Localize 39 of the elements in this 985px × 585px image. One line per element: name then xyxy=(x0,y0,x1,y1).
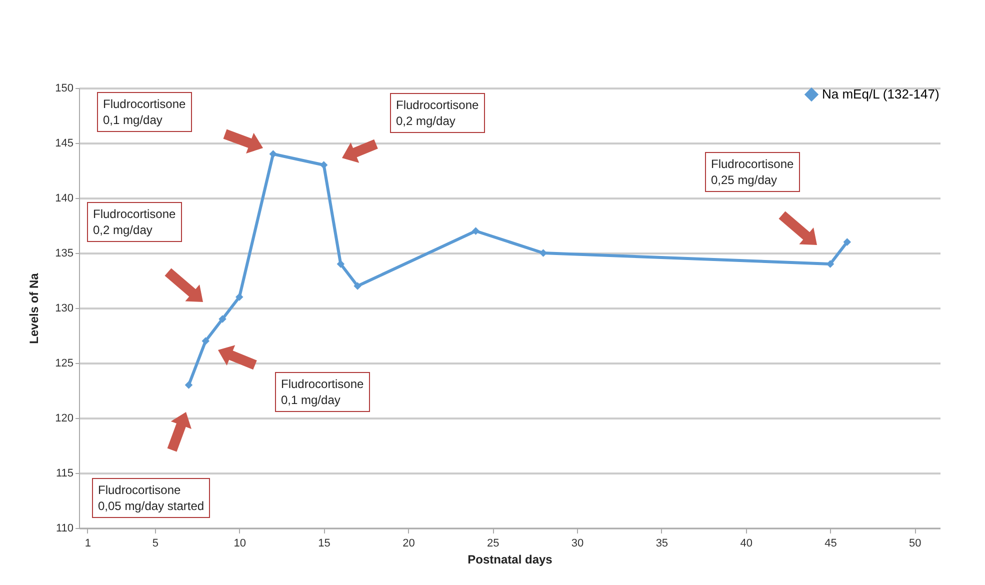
y-tick-label: 110 xyxy=(56,522,74,534)
y-tick-label: 130 xyxy=(55,302,74,314)
annotation: Fludrocortisone 0,05 mg/day started xyxy=(92,478,210,518)
point xyxy=(269,150,278,158)
y-axis-title: Levels of Na xyxy=(27,272,42,344)
y-tick-label: 120 xyxy=(55,412,74,424)
x-tick-label: 10 xyxy=(234,538,246,550)
annotation: Fludrocortisone 0,1 mg/day xyxy=(97,92,192,132)
x-tick-label: 45 xyxy=(824,538,837,550)
y-tick-label: 140 xyxy=(55,192,74,204)
annotation: Fludrocortisone 0,1 mg/day xyxy=(275,372,370,412)
x-tick-label: 5 xyxy=(152,538,159,550)
x-tick-label: 40 xyxy=(740,538,752,550)
x-tick-label: 1 xyxy=(84,538,92,550)
point xyxy=(472,227,480,235)
point xyxy=(184,381,193,389)
x-tick-label: 25 xyxy=(486,538,500,550)
x-axis-title: Postnatal days xyxy=(468,552,553,566)
x-tick-label: 30 xyxy=(571,538,584,550)
x-tick-label: 50 xyxy=(909,538,922,550)
point xyxy=(843,238,852,246)
y-tick-label: 125 xyxy=(55,358,74,370)
point xyxy=(218,315,226,323)
annotation: Fludrocortisone 0,2 mg/day xyxy=(87,202,182,242)
point xyxy=(320,161,328,169)
legend-label: Na mEq/L (132-147) xyxy=(822,86,940,102)
y-tick-label: 145 xyxy=(55,138,74,150)
point xyxy=(336,260,345,268)
point xyxy=(236,293,244,301)
annotation: Fludrocortisone 0,25 mg/day xyxy=(705,152,800,192)
y-tick-label: 135 xyxy=(55,248,74,260)
x-tick-label: 15 xyxy=(318,538,330,550)
point xyxy=(354,282,362,290)
y-tick-label: 115 xyxy=(56,468,74,480)
annotation: Fludrocortisone 0,2 mg/day xyxy=(390,93,485,133)
y-tick-label: 150 xyxy=(55,82,74,94)
x-tick-label: 20 xyxy=(402,538,415,550)
point xyxy=(202,337,210,345)
x-tick-label: 35 xyxy=(656,538,668,550)
